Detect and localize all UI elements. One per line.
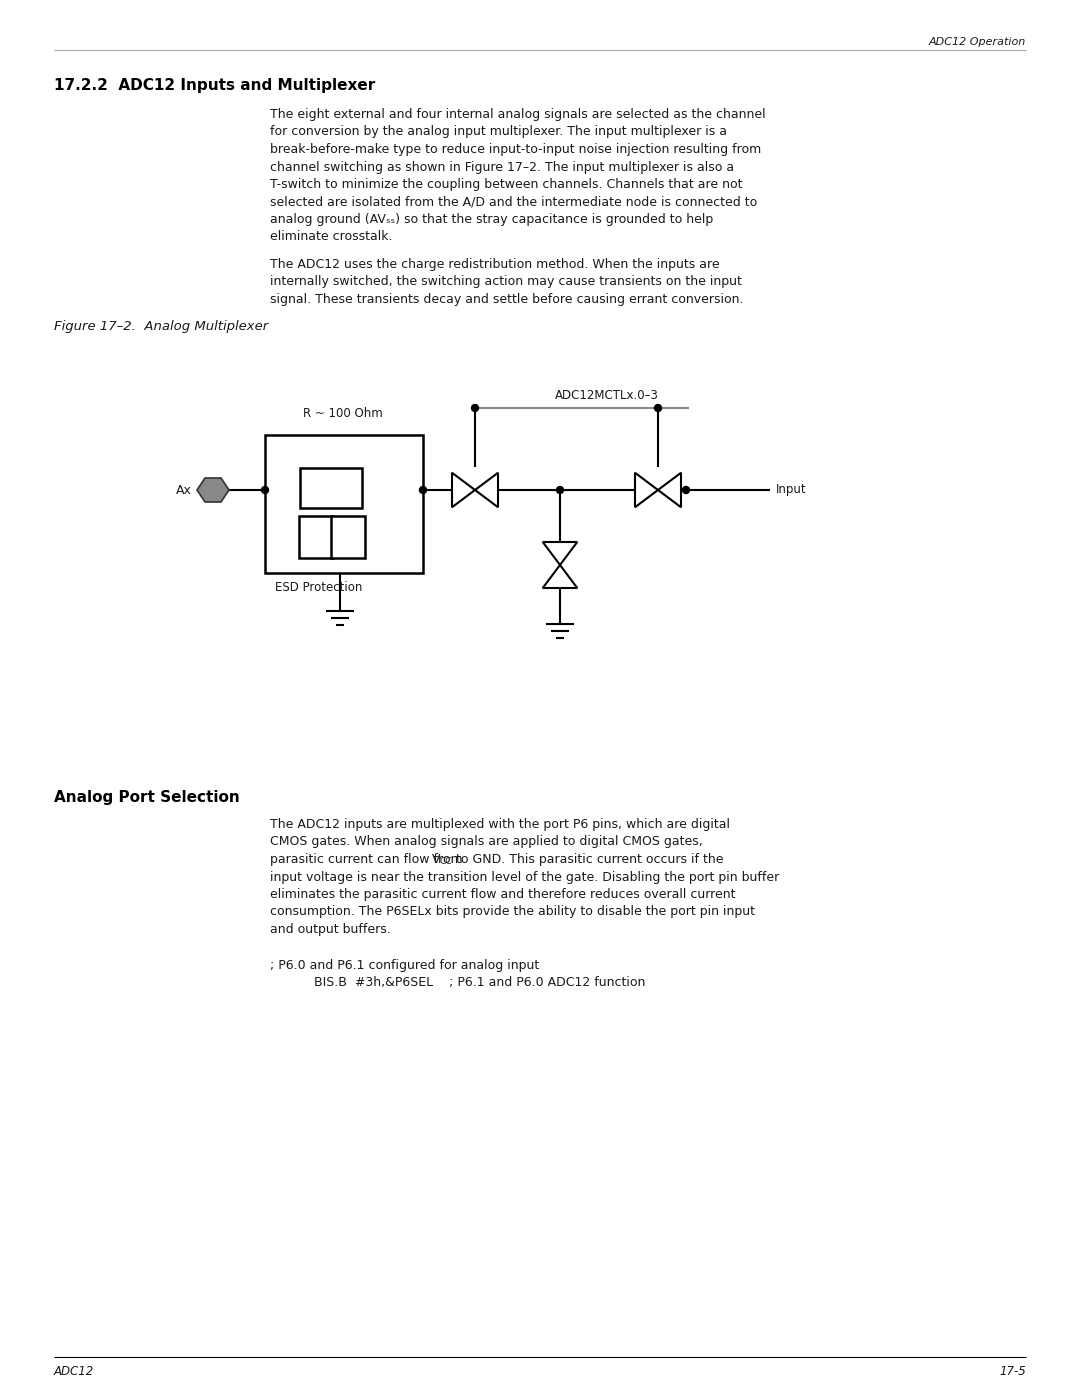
Text: ADC12: ADC12	[54, 1365, 94, 1377]
Text: T-switch to minimize the coupling between channels. Channels that are not: T-switch to minimize the coupling betwee…	[270, 177, 743, 191]
Bar	[330, 515, 365, 557]
Bar	[300, 468, 362, 509]
Text: parasitic current can flow from: parasitic current can flow from	[270, 854, 467, 866]
Text: break-before-make type to reduce input-to-input noise injection resulting from: break-before-make type to reduce input-t…	[270, 142, 761, 156]
Polygon shape	[475, 472, 498, 507]
Circle shape	[419, 486, 427, 493]
Polygon shape	[635, 472, 658, 507]
Polygon shape	[453, 472, 475, 507]
Polygon shape	[197, 478, 229, 502]
Circle shape	[472, 405, 478, 412]
Text: The ADC12 uses the charge redistribution method. When the inputs are: The ADC12 uses the charge redistribution…	[270, 258, 719, 271]
Text: for conversion by the analog input multiplexer. The input multiplexer is a: for conversion by the analog input multi…	[270, 126, 727, 138]
Bar	[299, 515, 333, 557]
Text: internally switched, the switching action may cause transients on the input: internally switched, the switching actio…	[270, 275, 742, 289]
Text: channel switching as shown in Figure 17–2. The input multiplexer is also a: channel switching as shown in Figure 17–…	[270, 161, 734, 173]
Bar	[265, 434, 423, 573]
Text: input voltage is near the transition level of the gate. Disabling the port pin b: input voltage is near the transition lev…	[270, 870, 780, 883]
Text: The eight external and four internal analog signals are selected as the channel: The eight external and four internal ana…	[270, 108, 766, 122]
Text: CMOS gates. When analog signals are applied to digital CMOS gates,: CMOS gates. When analog signals are appl…	[270, 835, 703, 848]
Text: CC: CC	[440, 856, 453, 866]
Text: 17-5: 17-5	[999, 1365, 1026, 1377]
Circle shape	[683, 486, 689, 493]
Text: consumption. The P6SELx bits provide the ability to disable the port pin input: consumption. The P6SELx bits provide the…	[270, 905, 755, 918]
Text: and output buffers.: and output buffers.	[270, 923, 391, 936]
Text: eliminate crosstalk.: eliminate crosstalk.	[270, 231, 392, 243]
Polygon shape	[658, 472, 681, 507]
Text: signal. These transients decay and settle before causing errant conversion.: signal. These transients decay and settl…	[270, 293, 743, 306]
Text: Input: Input	[777, 483, 807, 496]
Text: 17.2.2  ADC12 Inputs and Multiplexer: 17.2.2 ADC12 Inputs and Multiplexer	[54, 78, 375, 94]
Text: analog ground (AVₛₛ) so that the stray capacitance is grounded to help: analog ground (AVₛₛ) so that the stray c…	[270, 212, 713, 226]
Polygon shape	[543, 564, 577, 588]
Circle shape	[654, 405, 661, 412]
Text: ESD Protection: ESD Protection	[275, 581, 363, 594]
Text: BIS.B  #3h,&P6SEL    ; P6.1 and P6.0 ADC12 function: BIS.B #3h,&P6SEL ; P6.1 and P6.0 ADC12 f…	[314, 977, 646, 989]
Text: ADC12 Operation: ADC12 Operation	[929, 36, 1026, 47]
Text: to GND. This parasitic current occurs if the: to GND. This parasitic current occurs if…	[451, 854, 724, 866]
Text: Ax: Ax	[176, 483, 192, 496]
Text: ; P6.0 and P6.1 configured for analog input: ; P6.0 and P6.1 configured for analog in…	[270, 958, 539, 971]
Text: R ~ 100 Ohm: R ~ 100 Ohm	[303, 407, 383, 420]
Text: Analog Port Selection: Analog Port Selection	[54, 789, 240, 805]
Circle shape	[261, 486, 269, 493]
Text: eliminates the parasitic current flow and therefore reduces overall current: eliminates the parasitic current flow an…	[270, 888, 735, 901]
Text: V: V	[432, 854, 441, 866]
Text: ADC12MCTLx.0–3: ADC12MCTLx.0–3	[555, 388, 659, 402]
Text: Figure 17–2.  Analog Multiplexer: Figure 17–2. Analog Multiplexer	[54, 320, 268, 332]
Text: The ADC12 inputs are multiplexed with the port P6 pins, which are digital: The ADC12 inputs are multiplexed with th…	[270, 819, 730, 831]
Text: selected are isolated from the A/D and the intermediate node is connected to: selected are isolated from the A/D and t…	[270, 196, 757, 208]
Polygon shape	[543, 542, 577, 564]
Circle shape	[556, 486, 564, 493]
